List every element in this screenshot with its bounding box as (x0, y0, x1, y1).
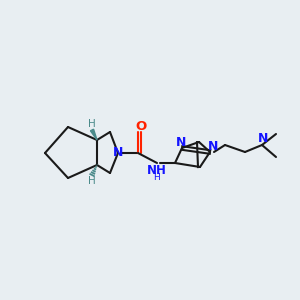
Text: NH: NH (147, 164, 167, 176)
Polygon shape (90, 129, 97, 140)
Text: O: O (135, 119, 147, 133)
Text: H: H (88, 119, 96, 129)
Text: N: N (258, 133, 268, 146)
Text: N: N (176, 136, 186, 148)
Text: N: N (208, 140, 218, 152)
Text: H: H (154, 172, 160, 182)
Text: N: N (113, 146, 123, 158)
Text: H: H (88, 176, 96, 186)
